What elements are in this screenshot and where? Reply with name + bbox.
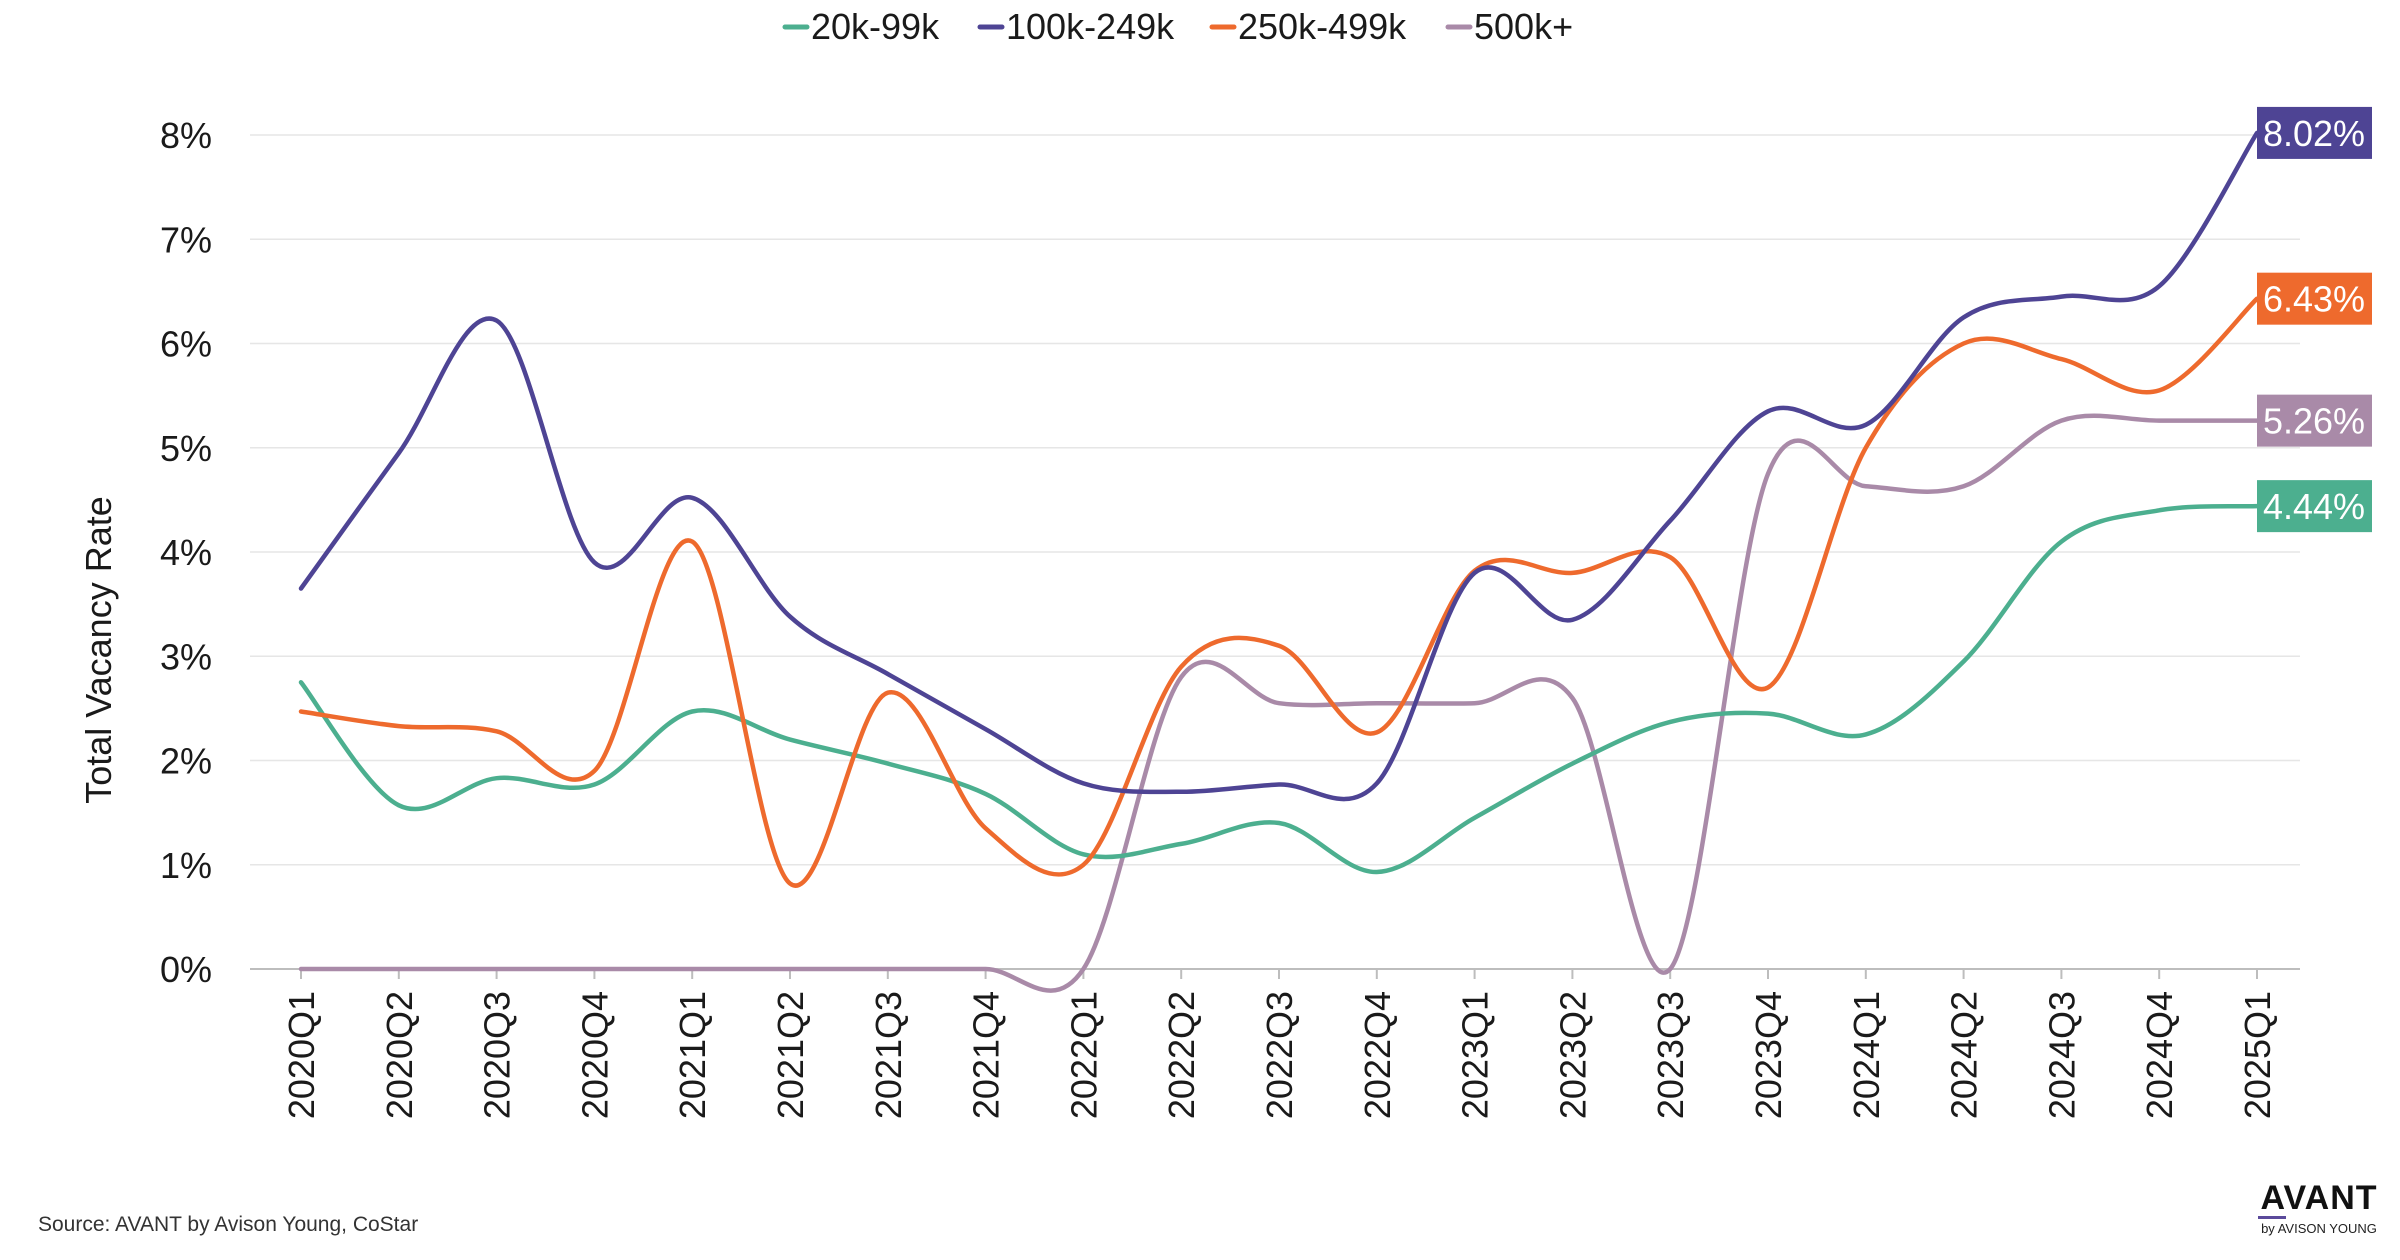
y-tick-label: 0% <box>160 949 212 990</box>
end-labels: 4.44% 8.02% 6.43% 5.26% <box>2257 106 2372 533</box>
x-tick-label: 2022Q2 <box>1161 991 1202 1119</box>
y-axis: 0% 1% 2% 3% 4% 5% 6% 7% 8% <box>160 115 212 990</box>
series-line-500k+ <box>298 413 2260 993</box>
x-tick-label: 2020Q2 <box>379 991 420 1119</box>
end-label-box <box>2257 272 2372 325</box>
x-tick-label: 2022Q1 <box>1063 991 1104 1119</box>
end-label-text: 6.43% <box>2263 279 2365 320</box>
y-tick-label: 8% <box>160 115 212 156</box>
x-tick-label: 2024Q2 <box>1944 991 1985 1119</box>
legend-item-500k+: 500k+ <box>1445 6 1573 47</box>
x-axis: 2020Q1 2020Q2 2020Q3 2020Q4 2021Q1 2021Q2 2021… <box>281 969 2278 1119</box>
x-tick-label: 2022Q3 <box>1259 991 1300 1119</box>
legend-label: 250k-499k <box>1238 6 1407 47</box>
x-tick-label: 2021Q1 <box>672 991 713 1119</box>
end-label-text: 8.02% <box>2263 113 2365 154</box>
brand-logo: AVANT by AVISON YOUNG <box>2254 1180 2384 1236</box>
end-label-20k-99k: 4.44% <box>2257 480 2372 533</box>
x-tick-label: 2020Q3 <box>477 991 518 1119</box>
x-tick-label: 2024Q1 <box>1846 991 1887 1119</box>
series-lines <box>298 130 2260 993</box>
x-tick-label: 2021Q2 <box>770 991 811 1119</box>
series-line-100k-249k <box>298 130 2260 802</box>
x-tick-label: 2022Q4 <box>1357 991 1398 1119</box>
x-tick-label: 2021Q3 <box>868 991 909 1119</box>
legend-item-20k-99k: 20k-99k <box>782 6 940 47</box>
brand-underline <box>2258 1216 2286 1219</box>
end-label-100k-249k: 8.02% <box>2257 106 2372 159</box>
end-label-500k+: 5.26% <box>2257 394 2372 447</box>
y-tick-label: 3% <box>160 636 212 677</box>
end-label-text: 4.44% <box>2263 486 2365 527</box>
legend-item-250k-499k: 250k-499k <box>1209 6 1407 47</box>
x-tick-label: 2023Q4 <box>1748 991 1789 1119</box>
x-tick-label: 2025Q1 <box>2237 991 2278 1119</box>
legend-label: 20k-99k <box>811 6 940 47</box>
x-tick-label: 2020Q4 <box>574 991 615 1119</box>
legend-label: 100k-249k <box>1006 6 1175 47</box>
series-line-250k-499k <box>298 296 2260 888</box>
brand-name: AVANT <box>2260 1179 2378 1217</box>
y-tick-label: 6% <box>160 324 212 365</box>
x-tick-label: 2023Q3 <box>1650 991 1691 1119</box>
y-tick-label: 2% <box>160 741 212 782</box>
legend-label: 500k+ <box>1474 6 1573 47</box>
end-label-box <box>2257 106 2372 159</box>
end-label-text: 5.26% <box>2263 401 2365 442</box>
x-tick-label: 2020Q1 <box>281 991 322 1119</box>
legend-item-100k-249k: 100k-249k <box>977 6 1175 47</box>
y-tick-label: 1% <box>160 845 212 886</box>
gridlines <box>250 134 2300 970</box>
end-label-250k-499k: 6.43% <box>2257 272 2372 325</box>
x-tick-label: 2021Q4 <box>966 991 1007 1119</box>
x-tick-label: 2023Q1 <box>1455 991 1496 1119</box>
brand-subtitle: by AVISON YOUNG <box>2261 1221 2377 1236</box>
x-tick-label: 2024Q3 <box>2041 991 2082 1119</box>
x-tick-label: 2024Q4 <box>2139 991 2180 1119</box>
y-axis-label: Total Vacancy Rate <box>78 496 119 804</box>
legend: 20k-99k 100k-249k 250k-499k 500k+ <box>782 6 1573 47</box>
source-note: Source: AVANT by Avison Young, CoStar <box>38 1213 419 1236</box>
end-label-box <box>2257 480 2372 533</box>
x-tick-label: 2023Q2 <box>1552 991 1593 1119</box>
end-label-box <box>2257 394 2372 447</box>
y-tick-label: 5% <box>160 428 212 469</box>
y-tick-label: 7% <box>160 219 212 260</box>
series-line-20k-99k <box>298 503 2260 875</box>
y-tick-label: 4% <box>160 532 212 573</box>
